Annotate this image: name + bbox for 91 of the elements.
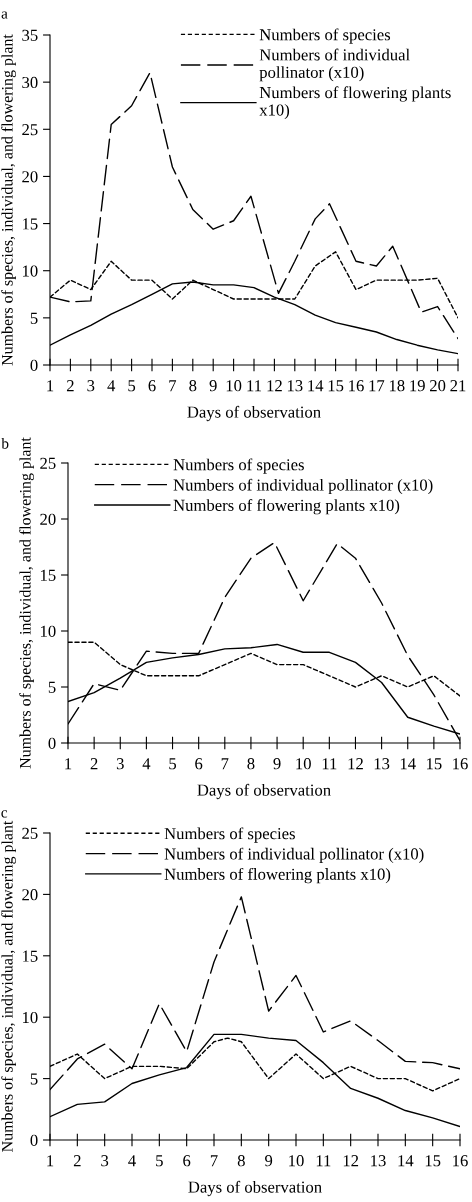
x-tick-label: 16 [349, 380, 364, 392]
x-tick-label: 20 [430, 380, 446, 392]
y-tick-label: 15 [22, 950, 38, 962]
legend-label: Numbers of flowering plants x10) [164, 867, 391, 884]
y-tick-label: 35 [22, 29, 38, 41]
x-tick-label: 11 [322, 758, 337, 770]
legend-label: Numbers of species [173, 458, 304, 474]
x-tick-label: 14 [400, 758, 416, 770]
legend-label: Numbers of species [259, 28, 391, 44]
y-tick-label: 15 [40, 569, 56, 581]
x-tick-label: 5 [156, 1155, 163, 1167]
x-tick-label: 15 [328, 380, 344, 392]
chart-title: c [1, 810, 8, 818]
legend-label: Numbers of individual pollinator (x10) [259, 48, 410, 82]
chart-title: a [1, 11, 8, 19]
y-tick-label: 5 [30, 1073, 38, 1085]
x-tick-label: 10 [296, 758, 311, 770]
x-tick-label: 7 [169, 380, 177, 392]
x-axis-title: Days of observation [188, 1180, 322, 1197]
y-tick-label: 10 [22, 1011, 38, 1024]
y-tick-label: 30 [22, 76, 38, 89]
x-tick-label: 11 [247, 380, 262, 392]
x-tick-label: 14 [398, 1155, 414, 1167]
y-tick-label: 25 [22, 124, 38, 136]
x-tick-label: 14 [308, 380, 324, 392]
y-axis-title: Numbers of species, individual, and flowering plant [1, 34, 16, 366]
x-tick-label: 9 [265, 1155, 273, 1167]
x-tick-label: 3 [101, 1155, 109, 1167]
x-tick-label: 4 [107, 380, 116, 392]
x-tick-label: 9 [209, 380, 217, 392]
legend-label: Numbers of flowering plants x10) [259, 86, 451, 120]
x-tick-label: 2 [90, 758, 98, 770]
legend-label: Numbers of individual pollinator (x10) [173, 478, 433, 495]
x-tick-label: 19 [410, 380, 425, 392]
x-tick-label: 10 [226, 380, 242, 392]
x-tick-label: 6 [195, 758, 203, 770]
x-tick-label: 13 [287, 380, 303, 392]
y-axis-title: Numbers of species, individual, and flowering plant [19, 437, 34, 769]
x-axis-title: Days of observation [197, 783, 331, 800]
y-tick-label: 0 [30, 1134, 38, 1146]
y-tick-label: 0 [48, 737, 56, 749]
x-tick-label: 21 [450, 380, 466, 392]
x-tick-label: 3 [116, 758, 124, 770]
x-tick-label: 6 [148, 380, 156, 392]
x-tick-label: 5 [169, 758, 177, 770]
x-tick-label: 2 [73, 1155, 81, 1167]
legend-label: Numbers of flowering plants x10) [173, 499, 400, 515]
x-axis-title: Days of observation [187, 405, 321, 422]
x-tick-label: 15 [425, 1155, 441, 1167]
x-tick-label: 16 [453, 758, 468, 770]
y-tick-label: 0 [30, 359, 38, 371]
x-tick-label: 12 [267, 380, 282, 392]
legend-label: Numbers of species [164, 827, 295, 843]
x-tick-label: 17 [369, 380, 385, 392]
x-tick-label: 12 [348, 758, 363, 770]
x-tick-label: 1 [47, 1155, 54, 1167]
y-tick-label: 20 [22, 171, 38, 183]
x-tick-label: 1 [47, 380, 54, 392]
x-tick-label: 1 [65, 758, 72, 770]
x-tick-label: 4 [128, 1155, 136, 1167]
y-tick-label: 10 [40, 625, 56, 637]
x-tick-label: 9 [273, 758, 281, 770]
x-tick-label: 4 [142, 758, 151, 770]
y-tick-label: 5 [30, 312, 38, 324]
x-tick-label: 10 [289, 1155, 304, 1167]
y-axis-title: Numbers of species, individual, and flowering plant [1, 820, 16, 1152]
x-tick-label: 18 [389, 380, 405, 392]
x-tick-label: 15 [427, 758, 442, 770]
x-tick-label: 8 [247, 758, 255, 770]
y-tick-label: 10 [22, 265, 38, 277]
y-tick-label: 25 [40, 457, 56, 469]
x-tick-label: 13 [371, 1155, 386, 1167]
x-tick-label: 12 [343, 1155, 359, 1167]
x-tick-label: 7 [210, 1155, 218, 1167]
y-tick-label: 25 [22, 827, 38, 839]
x-tick-label: 11 [316, 1155, 331, 1167]
x-tick-label: 8 [237, 1155, 245, 1167]
x-tick-label: 6 [183, 1155, 191, 1167]
y-tick-label: 20 [40, 513, 56, 525]
legend-label: Numbers of individual pollinator (x10) [164, 847, 424, 863]
y-tick-label: 20 [22, 889, 38, 901]
x-tick-label: 7 [221, 758, 229, 770]
x-tick-label: 13 [374, 758, 390, 770]
x-tick-label: 8 [189, 380, 197, 392]
y-tick-label: 5 [48, 681, 56, 693]
x-tick-label: 2 [66, 380, 74, 392]
x-tick-label: 16 [453, 1155, 468, 1167]
chart-title: b [1, 437, 9, 449]
x-tick-label: 5 [128, 380, 136, 392]
x-tick-label: 3 [87, 380, 95, 392]
y-tick-label: 15 [22, 218, 38, 230]
